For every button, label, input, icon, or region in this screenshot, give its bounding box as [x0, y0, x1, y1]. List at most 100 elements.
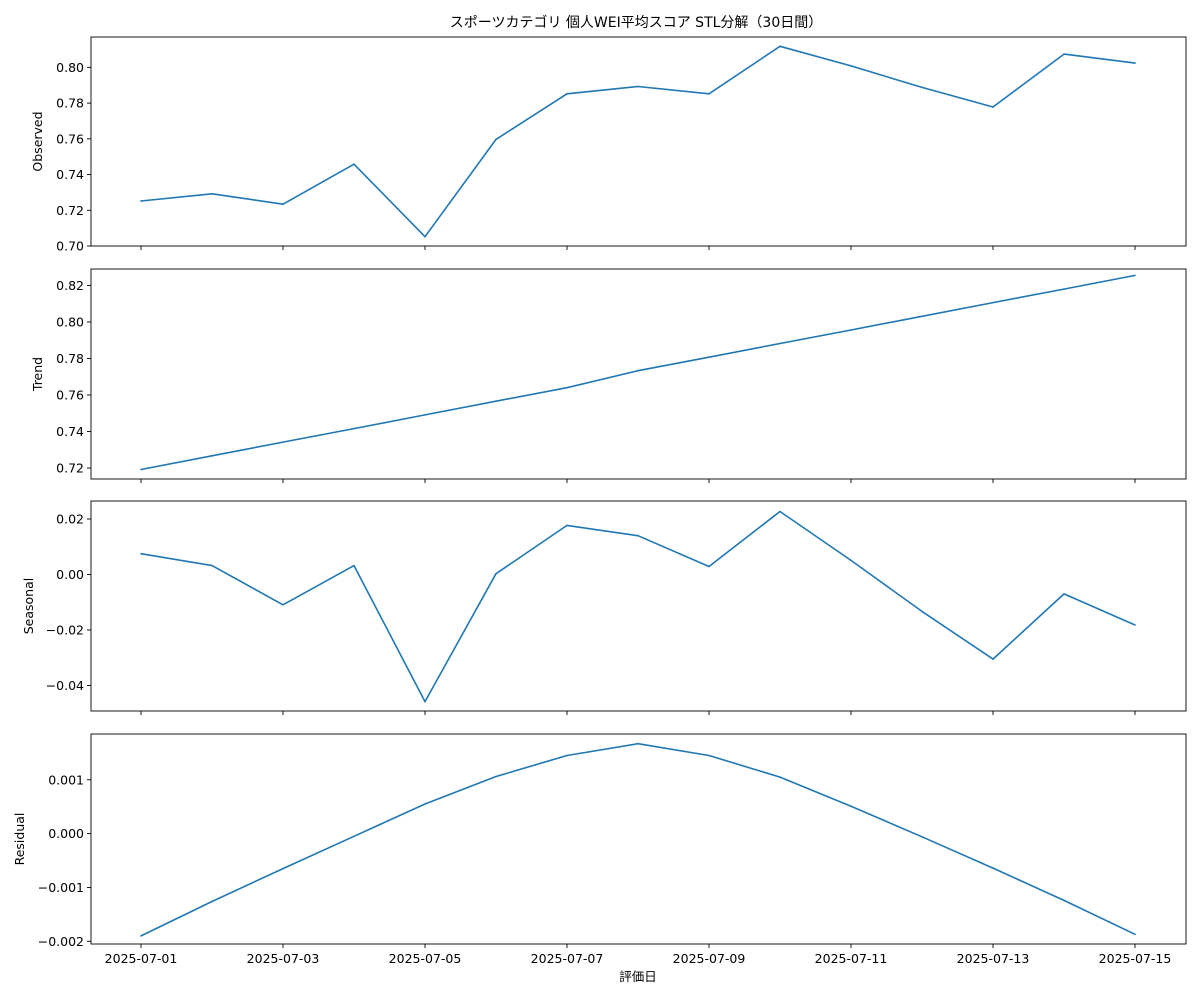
- data-point: [282, 441, 284, 443]
- data-point: [566, 93, 568, 95]
- x-tick-label: 2025-07-09: [673, 951, 746, 966]
- panel-observed: 0.70 0.72 0.74 0.76 0.78 0.80 Observed: [30, 36, 1187, 254]
- data-point: [708, 356, 710, 359]
- data-point: [424, 414, 426, 416]
- y-axis-label: Seasonal: [21, 578, 36, 635]
- data-point: [495, 775, 497, 778]
- x-tick-label: 2025-07-03: [247, 951, 320, 966]
- data-point: [1134, 933, 1136, 936]
- y-tick-label: 0.74: [56, 424, 84, 439]
- data-point: [282, 203, 284, 205]
- panel-residual: −0.002 −0.001 0.000 0.001 Residual 2025-07-01…: [12, 733, 1187, 966]
- data-point: [495, 572, 497, 575]
- chart-title: スポーツカテゴリ 個人WEI平均スコア STL分解（30日間）: [450, 14, 823, 31]
- data-point: [1063, 593, 1065, 595]
- data-point: [779, 776, 781, 778]
- y-tick-label: −0.001: [38, 880, 84, 895]
- y-axis-label: Trend: [30, 357, 45, 392]
- data-point: [495, 138, 497, 141]
- data-point: [1134, 624, 1136, 626]
- series-line-seasonal: [140, 510, 1136, 703]
- series-line-residual: [140, 742, 1136, 937]
- data-point: [140, 935, 142, 937]
- data-point: [708, 93, 710, 95]
- data-point: [211, 455, 213, 457]
- panels: 0.70 0.72 0.74 0.76 0.78 0.80 Observed 0.72 0.74…: [12, 36, 1187, 966]
- data-point: [708, 754, 710, 757]
- data-point: [424, 235, 426, 238]
- data-point: [566, 386, 568, 389]
- data-point: [779, 510, 781, 513]
- data-point: [637, 534, 639, 537]
- data-point: [992, 867, 994, 869]
- y-tick-label: 0.82: [56, 278, 84, 293]
- y-tick-label: −0.002: [38, 934, 84, 949]
- data-point: [211, 564, 213, 567]
- y-tick-label: 0.74: [56, 167, 84, 182]
- data-point: [1134, 62, 1136, 64]
- data-point: [1134, 274, 1136, 277]
- panel-frame: [90, 733, 1187, 945]
- panel-frame: [90, 500, 1187, 712]
- data-point: [779, 45, 781, 48]
- y-tick-label: 0.78: [56, 96, 84, 111]
- data-point: [495, 400, 497, 403]
- y-tick-label: 0.78: [56, 351, 84, 366]
- y-tick-label: 0.72: [56, 461, 84, 476]
- y-tick-label: 0.76: [56, 388, 84, 403]
- data-point: [921, 836, 923, 838]
- y-tick-label: 0.001: [48, 772, 84, 787]
- data-point: [353, 163, 355, 165]
- y-tick-label: −0.04: [46, 678, 84, 693]
- data-point: [1063, 53, 1065, 55]
- y-tick-label: 0.70: [56, 239, 84, 254]
- data-point: [424, 700, 426, 703]
- series-line-trend: [140, 274, 1136, 471]
- series-line-observed: [140, 45, 1136, 238]
- y-tick-label: 0.00: [56, 567, 84, 582]
- x-axis-label: 評価日: [619, 969, 657, 984]
- y-tick-label: 0.76: [56, 131, 84, 146]
- data-point: [921, 315, 923, 318]
- data-point: [140, 200, 142, 202]
- panel-frame: [90, 36, 1187, 247]
- data-point: [637, 85, 639, 88]
- data-point: [353, 427, 355, 430]
- panel-frame: [90, 268, 1187, 480]
- x-tick-label: 2025-07-11: [815, 951, 888, 966]
- data-point: [850, 559, 852, 562]
- data-point: [211, 900, 213, 903]
- data-point: [424, 803, 426, 805]
- data-point: [850, 65, 852, 67]
- y-axis-label: Observed: [30, 111, 45, 171]
- data-point: [1063, 288, 1065, 290]
- x-tick-label: 2025-07-13: [957, 951, 1030, 966]
- data-point: [921, 86, 923, 89]
- data-point: [850, 329, 852, 331]
- data-point: [140, 552, 142, 555]
- data-point: [566, 524, 568, 527]
- data-point: [211, 193, 213, 195]
- y-tick-label: 0.80: [56, 314, 84, 329]
- data-point: [779, 342, 781, 345]
- panel-trend: 0.72 0.74 0.76 0.78 0.80 0.82 Trend: [30, 268, 1187, 483]
- data-point: [637, 369, 639, 372]
- data-point: [637, 742, 639, 745]
- x-tick-label: 2025-07-07: [531, 951, 604, 966]
- y-tick-label: 0.000: [48, 826, 84, 841]
- x-tick-label: 2025-07-05: [389, 951, 462, 966]
- y-tick-label: 0.80: [56, 60, 84, 75]
- data-point: [353, 835, 355, 838]
- x-tick-label: 2025-07-01: [105, 951, 178, 966]
- y-axis-label: Residual: [12, 813, 27, 866]
- data-point: [353, 564, 355, 567]
- data-point: [992, 106, 994, 108]
- panel-seasonal: −0.04 −0.02 0.00 0.02 Seasonal: [21, 500, 1187, 715]
- data-point: [850, 805, 852, 807]
- y-tick-label: 0.72: [56, 203, 84, 218]
- data-point: [708, 565, 710, 568]
- data-point: [992, 301, 994, 304]
- data-point: [921, 610, 923, 613]
- data-point: [566, 754, 568, 757]
